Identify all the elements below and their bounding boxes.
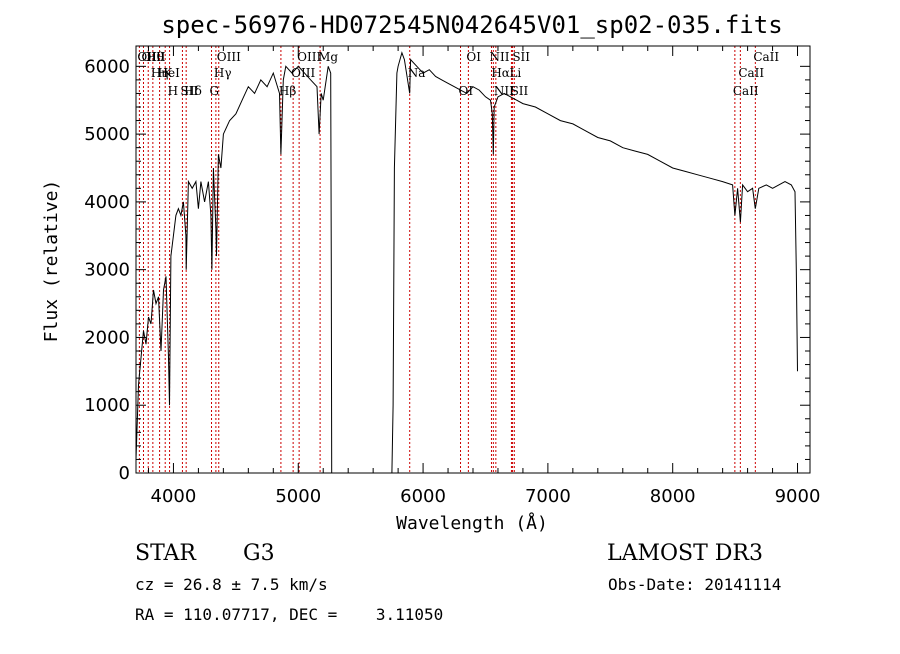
marker-label: OIII (141, 50, 165, 64)
marker-label: SII (512, 50, 530, 64)
x-tick-label: 9000 (775, 486, 821, 507)
marker-label: CaII (733, 84, 759, 98)
marker-label: Li (509, 66, 521, 80)
x-axis-label: Wavelength (Å) (396, 512, 548, 534)
spectral-subclass: G3 (243, 541, 275, 566)
marker-label: OII (137, 50, 157, 64)
emission-line-markers (138, 46, 756, 473)
y-tick-label: 6000 (84, 56, 130, 77)
object-type: STAR (135, 541, 197, 566)
marker-label: Hδ (184, 84, 202, 98)
x-tick-label: 4000 (151, 486, 197, 507)
marker-label: Hγ (214, 66, 232, 80)
marker-label: HeI (158, 66, 181, 80)
x-axis-ticks: 4000 5000 6000 7000 8000 9000 (147, 46, 821, 507)
redshift-velocity: cz = 26.8 ± 7.5 km/s (135, 575, 328, 594)
observation-date: Obs-Date: 20141114 (608, 575, 781, 594)
ra-dec-coordinates: RA = 110.07717, DEC = 3.11050 (135, 605, 443, 624)
y-axis-ticks: 0 1000 2000 3000 4000 5000 6000 (84, 56, 810, 484)
marker-label: NII (489, 50, 509, 64)
marker-label: Hα (491, 66, 510, 80)
marker-label: Na (408, 66, 426, 80)
marker-label: OIII (297, 50, 321, 64)
marker-label: OI (466, 50, 481, 64)
marker-label: NII (494, 84, 514, 98)
x-tick-label: 7000 (525, 486, 571, 507)
marker-label: H (168, 84, 178, 98)
y-tick-label: 5000 (84, 124, 130, 145)
spectrum-line (135, 51, 798, 474)
marker-label: CaII (738, 66, 764, 80)
y-tick-label: 1000 (84, 395, 130, 416)
y-tick-label: 3000 (84, 260, 130, 281)
y-axis-label: Flux (relative) (41, 180, 62, 343)
x-tick-label: 5000 (275, 486, 321, 507)
marker-label: Mg (318, 50, 338, 64)
y-tick-label: 2000 (84, 327, 130, 348)
marker-label: Hη (151, 66, 169, 80)
marker-label: OIII (217, 50, 241, 64)
y-tick-label: 0 (119, 463, 130, 484)
marker-label: CaII (753, 50, 779, 64)
marker-label: OIII (291, 66, 315, 80)
survey-name: LAMOST DR3 (607, 541, 763, 566)
marker-label: Hθ (146, 50, 164, 64)
y-tick-label: 4000 (84, 192, 130, 213)
chart-title: spec-56976-HD072545N042645V01_sp02-035.f… (161, 11, 782, 39)
x-tick-label: 8000 (650, 486, 696, 507)
marker-label: OI (459, 84, 474, 98)
marker-label: Hβ (279, 84, 296, 98)
marker-label: SII (511, 84, 529, 98)
marker-label: K (163, 66, 173, 80)
marker-label: G (210, 84, 220, 98)
x-tick-label: 6000 (400, 486, 446, 507)
marker-label: SII (180, 84, 198, 98)
